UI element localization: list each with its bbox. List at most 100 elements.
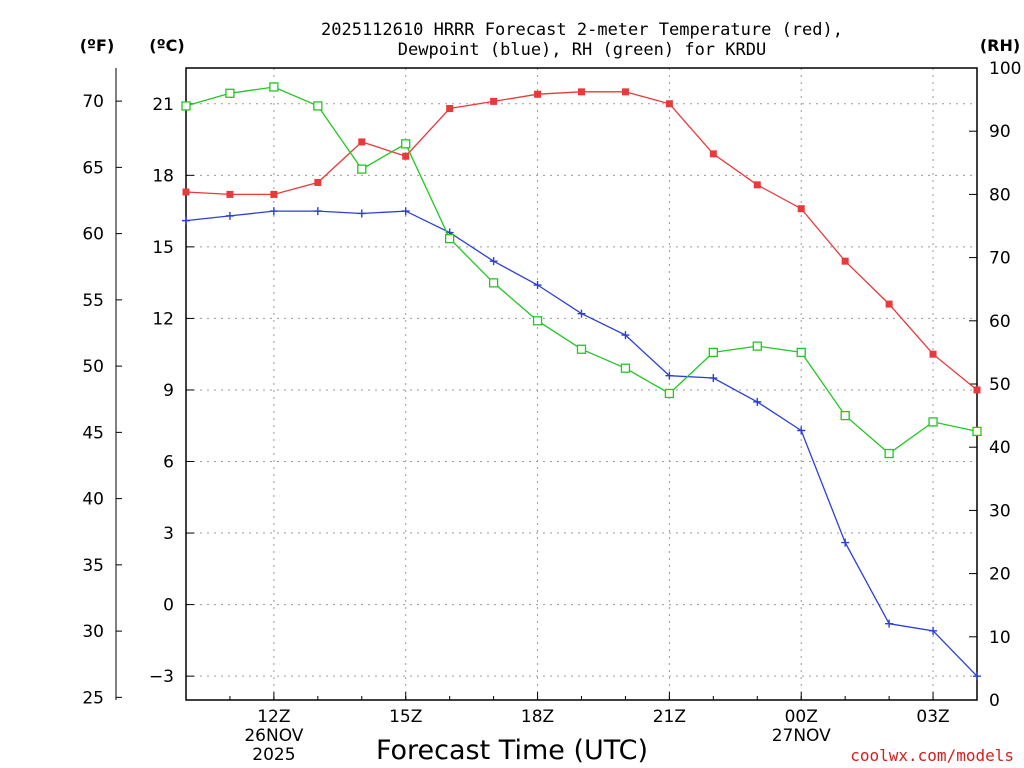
rh-point [313,101,323,111]
dewpoint-point [753,397,762,406]
temperature-point [973,386,981,394]
rh-point [708,347,718,358]
dewpoint-point [665,371,674,380]
fahrenheit-tick-label: 55 [82,291,104,311]
grid-lines [186,68,977,700]
fahrenheit-tick-label: 65 [82,158,104,178]
temperature-point [841,257,849,265]
rh-point [225,88,235,98]
chart-title-line-1: 2025112610 HRRR Forecast 2-meter Tempera… [321,20,843,40]
fahrenheit-tick-label: 45 [82,423,104,443]
temperature-point [534,90,542,98]
dewpoint-point [929,626,938,635]
plot-frame [185,67,978,701]
rh-point [796,347,806,358]
dewpoint-point [182,216,190,225]
temperature-point [446,105,454,113]
temperature-point [709,150,717,158]
fahrenheit-tick-label: 50 [82,357,104,377]
dewpoint-point [797,426,806,435]
celsius-tick-label: 0 [163,596,174,616]
temperature-point [490,97,498,105]
celsius-tick-label: 21 [152,95,174,115]
dewpoint-point [225,211,234,220]
x-tick-label: 00Z [785,707,818,727]
celsius-tick-label: 12 [152,309,174,329]
rh-tick-label: 10 [989,628,1011,648]
x-date-label: 26NOV [244,726,303,746]
rh-tick-label: 90 [989,122,1011,142]
rh-point [620,363,631,373]
rh-point [576,344,587,354]
fahrenheit-tick-label: 25 [82,688,104,708]
temperature-point [885,300,893,308]
fahrenheit-tick-label: 60 [82,225,104,245]
dewpoint-point [533,281,542,290]
celsius-tick-label: 3 [163,524,174,544]
rh-tick-label: 60 [989,312,1011,332]
dewpoint-point [577,309,586,318]
x-tick-label: 12Z [257,707,290,727]
dewpoint-point [621,331,630,340]
rh-point [532,316,543,326]
celsius-tick-label: 18 [152,166,174,186]
rh-point [840,410,850,421]
rh-point [269,82,279,92]
temperature-point [578,88,585,96]
chart-title-line-2: Dewpoint (blue), RH (green) for KRDU [398,40,766,60]
x-year-label: 2025 [252,745,295,765]
dewpoint-point [973,672,981,681]
rh-point [445,233,455,244]
rh-point [928,417,938,427]
celsius-tick-label: −3 [149,667,174,687]
rh-point [181,101,191,111]
rh-point [488,278,499,288]
rh-tick-label: 40 [989,438,1011,458]
x-tick-label: 15Z [389,707,422,727]
celsius-tick-label: 6 [163,453,174,473]
axes [115,67,978,701]
rh-tick-label: 20 [989,565,1011,585]
fahrenheit-tick-label: 40 [82,490,104,510]
dewpoint-point [357,209,366,218]
temperature-point [402,152,410,160]
dewpoint-point [313,207,322,216]
fahrenheit-unit-label: (ºF) [80,36,115,55]
temperature-point [182,188,190,196]
series [181,82,982,681]
dewpoint-point [269,207,278,216]
rh-point [664,388,675,399]
celsius-tick-label: 15 [152,238,174,258]
fahrenheit-tick-label: 30 [82,622,104,642]
x-tick-label: 21Z [653,707,686,727]
temperature-point [753,181,761,189]
rh-point [884,448,894,459]
rh-point [401,139,411,149]
x-axis-label: Forecast Time (UTC) [376,735,648,766]
temperature-point [358,138,366,146]
temperature-point [270,190,278,198]
temperature-point [929,350,937,358]
x-tick-label: 03Z [916,707,949,727]
rh-point [972,426,982,437]
rh-unit-label: (RH) [980,36,1020,55]
celsius-tick-label: 9 [163,381,174,401]
temperature-point [797,205,805,213]
rh-tick-label: 30 [989,501,1011,521]
fahrenheit-tick-label: 35 [82,556,104,576]
rh-tick-label: 70 [989,249,1011,269]
dewpoint-point [709,374,718,383]
temperature-point [665,100,673,108]
dewpoint-point [401,207,410,216]
rh-point [752,341,762,351]
rh-tick-label: 100 [989,59,1021,79]
celsius-unit-label: (ºC) [149,36,184,55]
temperature-point [621,88,629,96]
credit-label: coolwx.com/models [850,746,1014,765]
dewpoint-point [885,619,894,628]
fahrenheit-tick-label: 70 [82,92,104,112]
temperature-point [226,190,234,198]
rh-tick-label: 0 [989,691,1000,711]
